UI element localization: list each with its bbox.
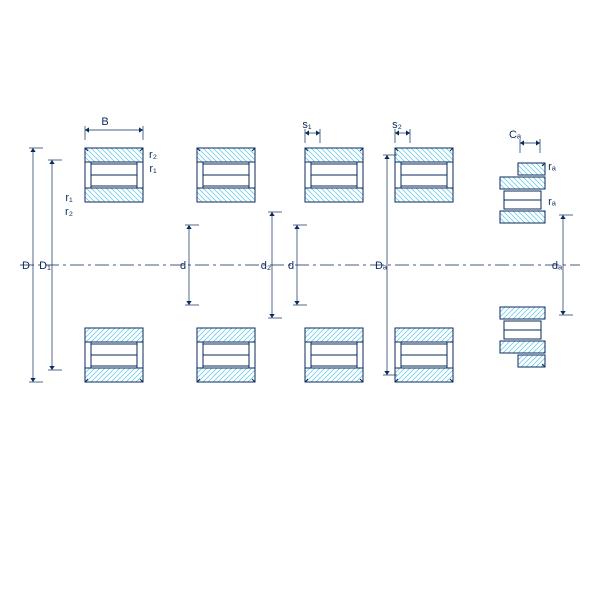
view-v4: s₂ Dₐ — [375, 119, 480, 382]
label-r1_top: r₁ — [149, 163, 157, 175]
label-d: d — [180, 260, 186, 272]
view-v5: Cₐ rₐ rₐ dₐ — [488, 129, 573, 367]
label-d: d — [288, 260, 294, 272]
label-B: B — [101, 116, 108, 128]
label-Ca: Cₐ — [509, 129, 522, 141]
label-r2_bot: r₂ — [65, 206, 73, 218]
label-D: D — [22, 260, 30, 272]
view-v3: s₁ d — [288, 119, 390, 382]
label-Da: Dₐ — [375, 260, 388, 272]
label-r2_top: r₂ — [149, 149, 157, 161]
label-D1: D₁ — [39, 260, 51, 272]
view-v1: D D₁ Br₁ r₂ r₁ r₂ — [22, 116, 170, 382]
label-ra_top: rₐ — [548, 161, 557, 173]
label-s2: s₂ — [392, 119, 402, 131]
label-r1: r₁ — [65, 192, 73, 204]
label-ra_bot: rₐ — [548, 196, 557, 208]
label-d2: d₂ — [261, 260, 271, 272]
label-s1: s₁ — [302, 119, 312, 131]
label-da: dₐ — [552, 260, 563, 272]
